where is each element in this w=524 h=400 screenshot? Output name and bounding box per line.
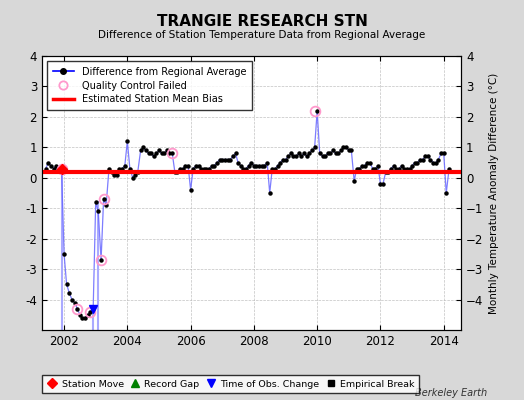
Y-axis label: Monthly Temperature Anomaly Difference (°C): Monthly Temperature Anomaly Difference (…: [489, 72, 499, 314]
Legend: Difference from Regional Average, Quality Control Failed, Estimated Station Mean: Difference from Regional Average, Qualit…: [47, 61, 252, 110]
Text: TRANGIE RESEARCH STN: TRANGIE RESEARCH STN: [157, 14, 367, 29]
Text: Difference of Station Temperature Data from Regional Average: Difference of Station Temperature Data f…: [99, 30, 425, 40]
Text: Berkeley Earth: Berkeley Earth: [415, 388, 487, 398]
Legend: Station Move, Record Gap, Time of Obs. Change, Empirical Break: Station Move, Record Gap, Time of Obs. C…: [42, 375, 419, 393]
